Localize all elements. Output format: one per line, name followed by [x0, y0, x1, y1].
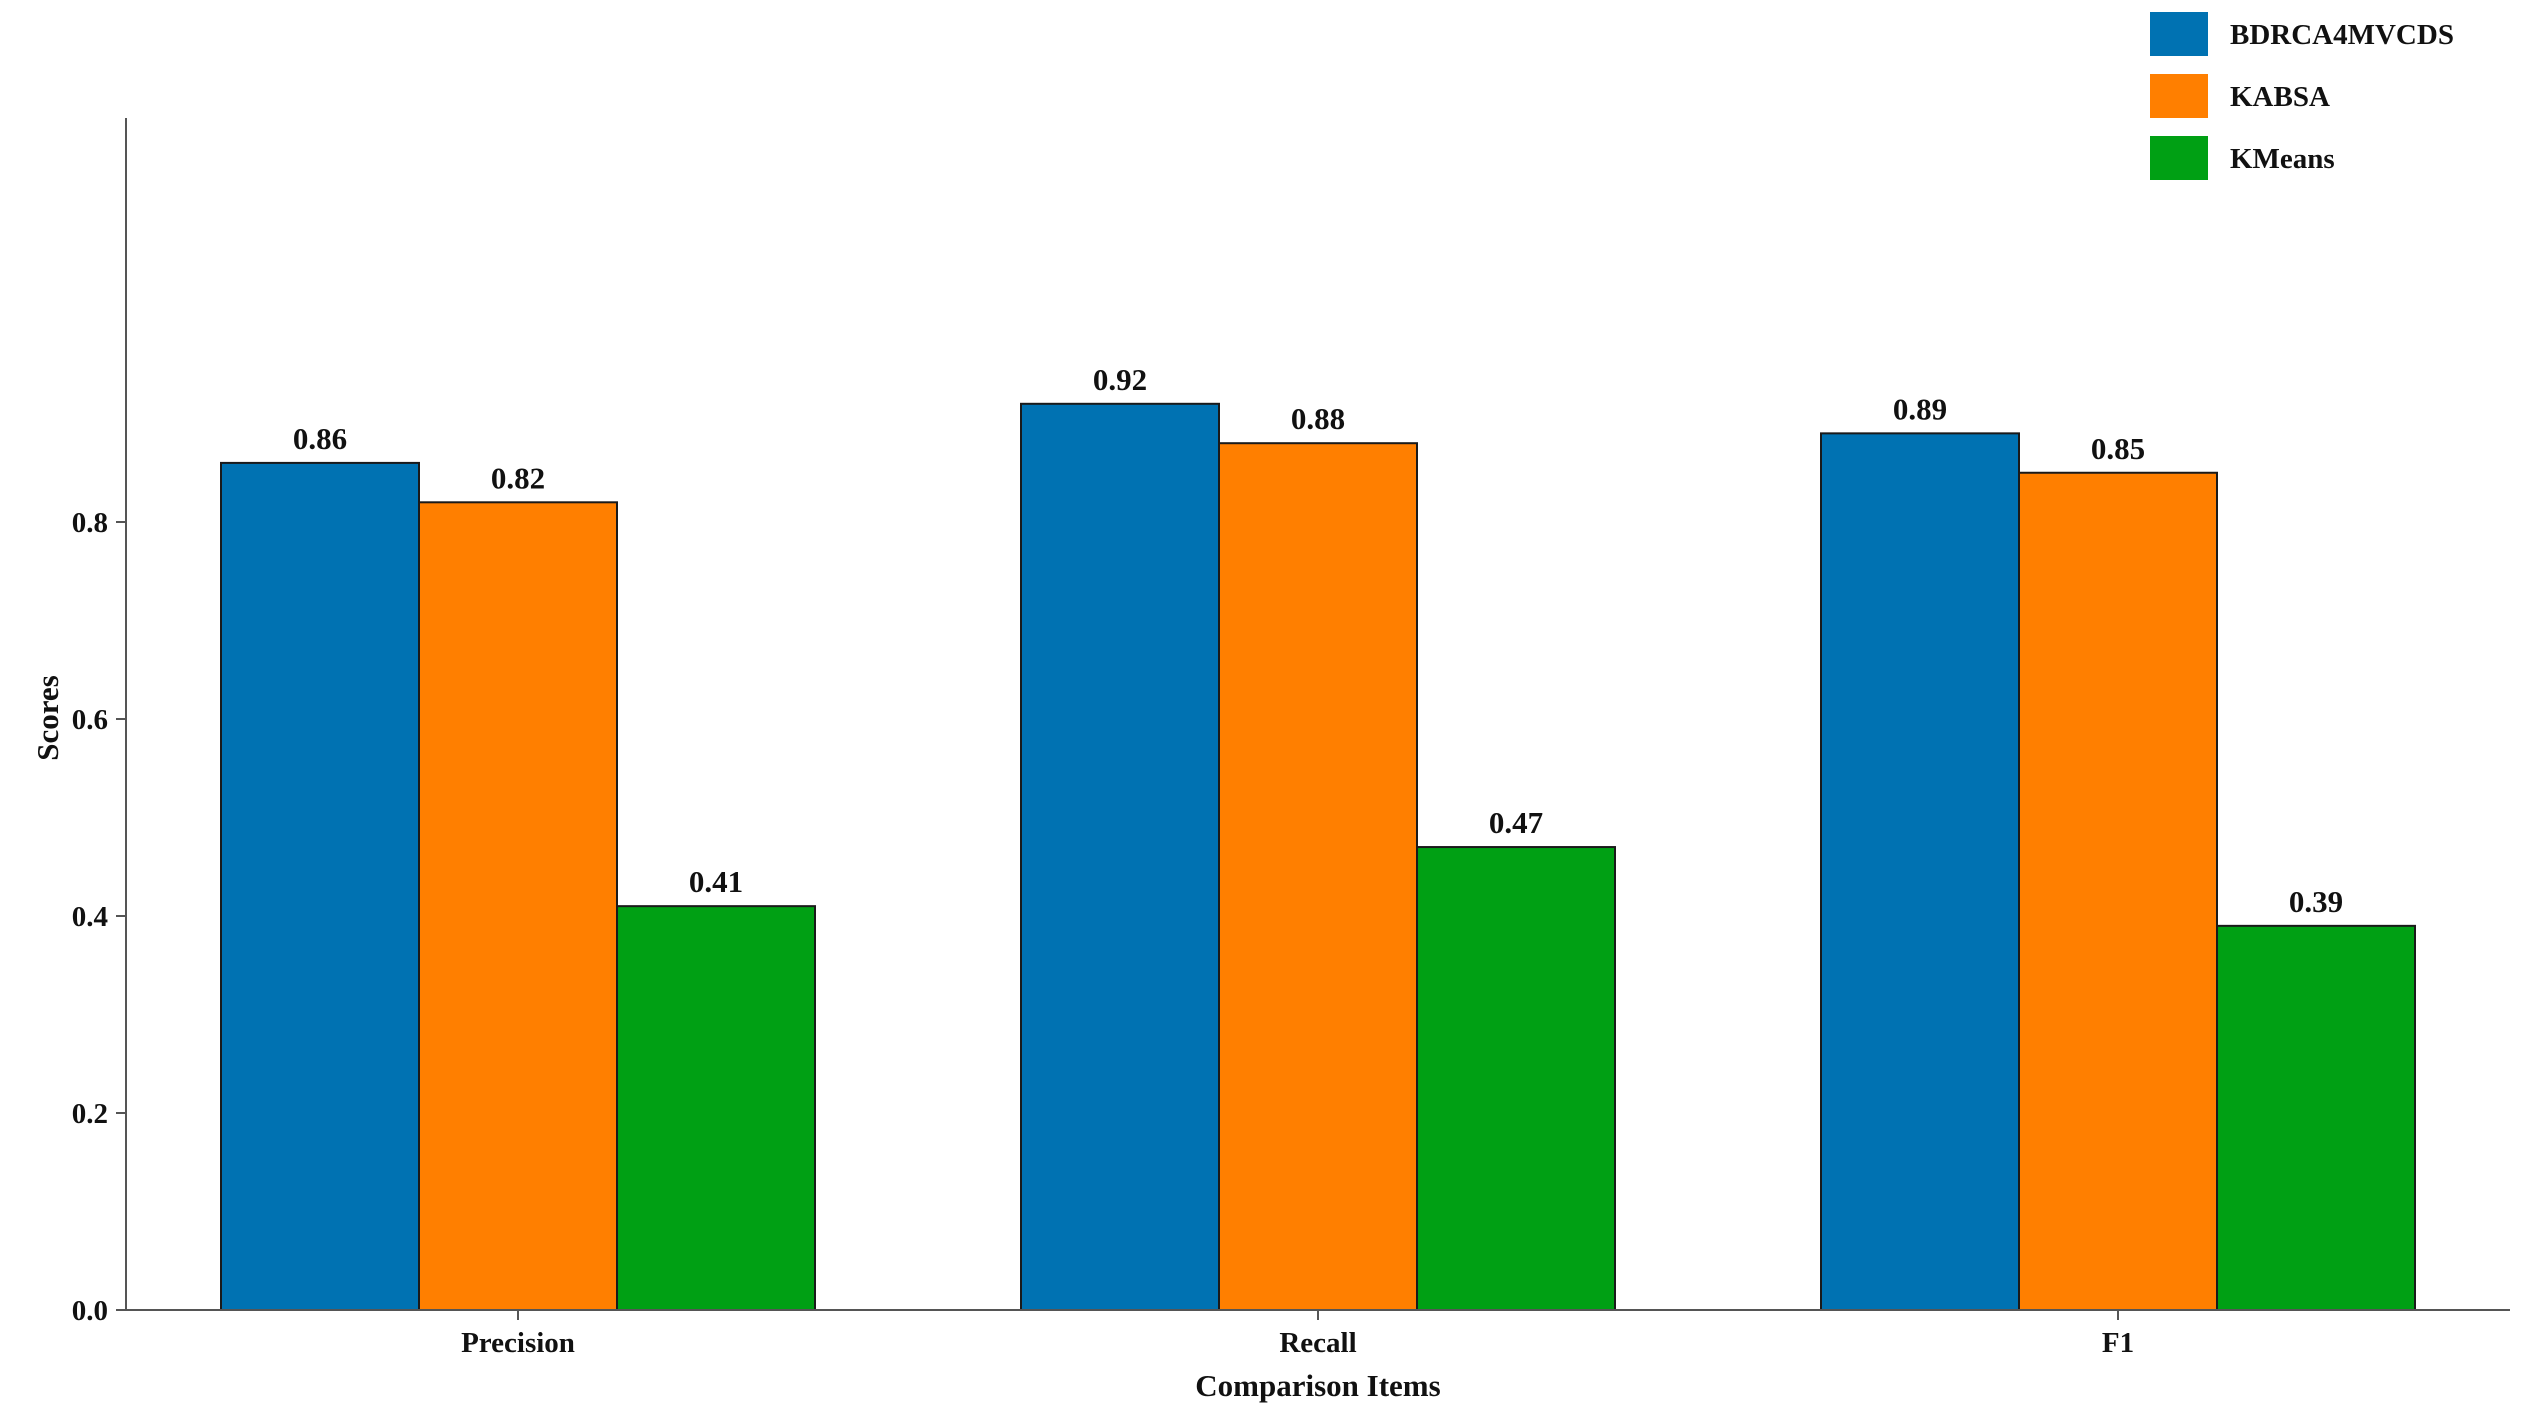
bar-kmeans-f1	[2216, 924, 2416, 1311]
legend-swatch-kabsa	[2150, 74, 2208, 118]
y-ticks-layer: 0.0 0.2 0.4 0.6 0.8	[72, 507, 126, 1327]
legend-label-kmeans: KMeans	[2230, 143, 2335, 175]
value-label-kmeans-f1: 0.39	[2289, 884, 2343, 919]
legend-label-bdrca4mvcds: BDRCA4MVCDS	[2230, 19, 2454, 51]
y-axis-title: Scores	[30, 675, 65, 761]
bar-bdrca4mvcds-precision	[220, 461, 420, 1311]
bar-bdrca4mvcds-recall	[1020, 402, 1220, 1311]
x-tick-label-recall: Recall	[1279, 1327, 1356, 1359]
bars-layer	[220, 402, 2416, 1312]
y-tick-label: 0.6	[72, 704, 108, 736]
bar-kabsa-f1	[2018, 471, 2218, 1311]
value-label-kabsa-recall: 0.88	[1291, 401, 1345, 436]
value-label-kabsa-precision: 0.82	[491, 460, 545, 495]
bar-kmeans-precision	[616, 905, 816, 1312]
value-labels-layer: 0.86 0.92 0.89 0.82 0.88 0.85 0.41 0.47 0.39	[293, 362, 2343, 919]
value-label-bdrca4mvcds-f1: 0.89	[1893, 391, 1947, 426]
legend-swatch-bdrca4mvcds	[2150, 12, 2208, 56]
legend: BDRCA4MVCDS KABSA KMeans	[2150, 12, 2454, 180]
x-axis-title: Comparison Items	[1195, 1368, 1440, 1403]
value-label-kabsa-f1: 0.85	[2091, 431, 2145, 466]
value-label-bdrca4mvcds-recall: 0.92	[1093, 362, 1147, 397]
legend-swatch-kmeans	[2150, 136, 2208, 180]
x-ticks-layer: Precision Recall F1	[461, 1310, 2134, 1359]
value-label-bdrca4mvcds-precision: 0.86	[293, 421, 347, 456]
y-tick-label: 0.0	[72, 1295, 108, 1327]
y-tick-label: 0.4	[72, 901, 108, 933]
bar-kabsa-precision	[418, 501, 618, 1311]
bar-bdrca4mvcds-f1	[1820, 432, 2020, 1312]
bar-kabsa-recall	[1218, 442, 1418, 1311]
legend-label-kabsa: KABSA	[2230, 81, 2330, 113]
x-tick-label-precision: Precision	[461, 1327, 575, 1359]
bar-kmeans-recall	[1416, 846, 1616, 1311]
value-label-kmeans-recall: 0.47	[1489, 805, 1543, 840]
y-tick-label: 0.8	[72, 507, 108, 539]
x-tick-label-f1: F1	[2102, 1327, 2134, 1359]
value-label-kmeans-precision: 0.41	[689, 864, 743, 899]
y-tick-label: 0.2	[72, 1098, 108, 1130]
